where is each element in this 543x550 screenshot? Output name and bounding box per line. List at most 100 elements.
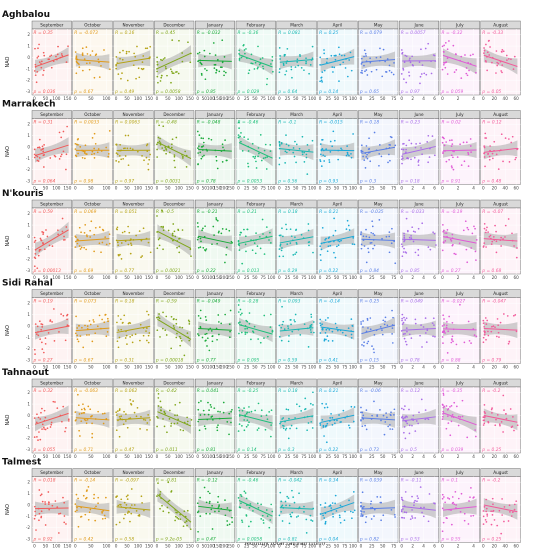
data-point: [420, 506, 422, 509]
data-point: [444, 240, 447, 242]
data-point: [241, 521, 244, 523]
data-point: [221, 228, 224, 230]
data-point: [136, 150, 139, 153]
data-point: [388, 231, 391, 233]
data-point: [38, 61, 41, 63]
data-point: [57, 45, 59, 48]
data-point: [120, 158, 123, 161]
regression-line: [442, 149, 477, 152]
x-tick-label: 25: [244, 544, 250, 549]
x-tick-label: 75: [301, 275, 307, 280]
data-point: [492, 235, 495, 238]
x-tick-label: 50: [202, 454, 208, 459]
x-tick-label: 75: [391, 96, 397, 101]
data-point: [446, 229, 449, 231]
data-point: [281, 504, 284, 507]
data-point: [367, 327, 369, 329]
data-point: [300, 233, 303, 236]
x-tick-label: 25: [244, 186, 250, 191]
x-tick-label: 0: [115, 365, 118, 370]
data-point: [156, 61, 159, 63]
regression-line: [198, 417, 232, 421]
data-point: [388, 153, 390, 156]
p-value-label: p = 0.22: [318, 447, 338, 453]
regression-line: [402, 416, 436, 422]
data-point: [483, 410, 486, 413]
data-point: [96, 151, 99, 154]
correlation-label: R = -0.2: [482, 388, 500, 394]
x-tick-label: 0: [319, 186, 322, 191]
data-point: [33, 148, 36, 151]
month-label: August: [493, 291, 508, 296]
p-value-label: p = 0.29: [277, 268, 297, 274]
data-point: [258, 152, 260, 155]
p-value-label: p = 0.56: [277, 179, 297, 185]
data-point: [380, 419, 382, 422]
data-point: [441, 45, 444, 48]
data-point: [210, 330, 213, 332]
data-point: [324, 155, 326, 158]
x-tick-label: 0: [400, 275, 403, 280]
data-point: [388, 69, 391, 72]
data-point: [215, 217, 218, 219]
x-tick-label: 100: [102, 96, 110, 101]
data-point: [243, 490, 246, 493]
data-point: [74, 51, 77, 53]
data-point: [323, 338, 326, 341]
data-point: [408, 432, 411, 435]
data-point: [278, 234, 281, 237]
data-point: [380, 501, 383, 504]
data-point: [370, 241, 373, 244]
data-point: [91, 340, 94, 343]
data-point: [41, 500, 44, 503]
data-point: [84, 144, 87, 147]
data-point: [62, 150, 65, 153]
regression-line: [198, 59, 232, 62]
data-point: [80, 246, 83, 249]
data-point: [281, 305, 283, 308]
data-point: [336, 419, 338, 422]
p-value-label: p = 0.93: [318, 179, 338, 185]
data-point: [457, 497, 460, 500]
x-tick-label: 0: [360, 96, 363, 101]
data-point: [459, 143, 461, 146]
data-point: [414, 231, 417, 233]
month-label: March: [290, 112, 303, 117]
x-tick-label: 25: [244, 275, 250, 280]
data-point: [361, 491, 364, 494]
data-point: [93, 497, 95, 500]
data-point: [147, 341, 150, 344]
x-tick-label: 150: [213, 544, 221, 549]
data-point: [120, 328, 123, 331]
data-point: [211, 504, 213, 507]
x-tick-label: 6: [433, 544, 436, 549]
data-point: [464, 54, 466, 56]
data-point: [419, 142, 421, 145]
data-point: [199, 246, 202, 248]
panel-background: [194, 207, 235, 275]
data-point: [103, 321, 106, 324]
x-tick-label: 25: [285, 186, 291, 191]
data-point: [43, 54, 46, 57]
data-point: [54, 401, 56, 403]
data-point: [198, 51, 201, 54]
data-point: [426, 141, 429, 143]
data-point: [37, 47, 39, 50]
data-point: [93, 250, 95, 253]
correlation-label: R = -0.06: [360, 388, 381, 394]
data-point: [76, 506, 78, 509]
data-point: [391, 342, 394, 344]
x-tick-label: 0: [400, 365, 403, 370]
data-point: [400, 243, 403, 246]
data-point: [305, 60, 307, 63]
month-label: August: [493, 202, 508, 207]
data-point: [402, 321, 405, 324]
x-tick-label: 25: [369, 96, 375, 101]
data-point: [58, 157, 61, 160]
data-point: [491, 152, 494, 155]
data-point: [501, 64, 504, 66]
data-point: [384, 320, 386, 323]
month-label: May: [374, 291, 383, 296]
data-point: [360, 247, 363, 250]
data-point: [323, 406, 326, 409]
